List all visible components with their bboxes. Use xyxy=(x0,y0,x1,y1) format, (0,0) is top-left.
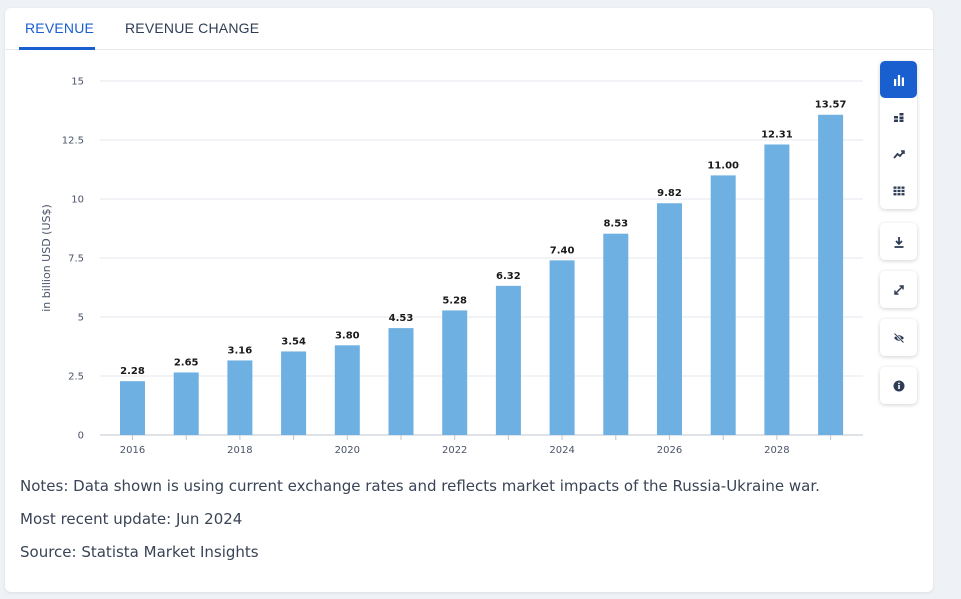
active-tab-indicator xyxy=(19,47,95,50)
bar-2018[interactable] xyxy=(227,360,253,435)
bar-2028[interactable] xyxy=(764,144,790,435)
value-label: 4.53 xyxy=(389,313,414,324)
source-text: Source: Statista Market Insights xyxy=(20,543,259,561)
value-labels: 2.28 2.65 3.16 3.54 3.80 4.53 5.28 6.32 7.40 8.53… xyxy=(120,100,846,377)
bar-chart-button[interactable] xyxy=(880,61,917,98)
x-tick-label: 2024 xyxy=(549,445,574,456)
line-chart-button[interactable] xyxy=(880,135,917,172)
y-tick-label: 10 xyxy=(71,195,84,206)
tab-bar: REVENUE REVENUE CHANGE xyxy=(5,8,933,50)
value-label: 7.40 xyxy=(550,245,575,256)
tab-revenue-change[interactable]: REVENUE CHANGE xyxy=(125,20,260,36)
chart-type-toolbar xyxy=(880,61,917,209)
value-label: 12.31 xyxy=(761,129,793,140)
x-tick-label: 2022 xyxy=(442,445,467,456)
bar-2019[interactable] xyxy=(281,351,307,435)
bar-2023[interactable] xyxy=(495,285,521,435)
stacked-chart-icon xyxy=(893,112,903,122)
hide-icon xyxy=(893,332,904,343)
value-label: 2.28 xyxy=(120,366,145,377)
bar-2029[interactable] xyxy=(818,114,844,436)
y-axis-label: in billion USD (US$) xyxy=(40,204,53,312)
x-tick-label: 2028 xyxy=(764,445,789,456)
update-text: Most recent update: Jun 2024 xyxy=(20,510,243,528)
table-grid-icon xyxy=(893,186,904,195)
x-tick-label: 2018 xyxy=(227,445,252,456)
x-tick-label: 2026 xyxy=(657,445,682,456)
bar-2016[interactable] xyxy=(120,381,145,435)
y-tick-label: 0 xyxy=(78,431,84,442)
value-label: 9.82 xyxy=(657,188,682,199)
value-label: 11.00 xyxy=(707,160,739,171)
chart-notes: Notes: Data shown is using current excha… xyxy=(20,478,820,577)
bar-2022[interactable] xyxy=(442,310,468,435)
x-axis-ticks: 2016 2018 2020 2022 2024 2026 2028 xyxy=(120,435,832,456)
y-tick-label: 7.5 xyxy=(68,254,84,265)
stacked-chart-button[interactable] xyxy=(880,98,917,135)
bar-2027[interactable] xyxy=(710,175,736,435)
download-button[interactable] xyxy=(880,223,917,260)
value-label: 8.53 xyxy=(603,219,628,230)
y-tick-label: 12.5 xyxy=(62,136,84,147)
hide-button[interactable] xyxy=(880,319,917,356)
value-label: 3.80 xyxy=(335,330,360,341)
download-toolbar xyxy=(880,223,917,260)
info-icon xyxy=(893,380,904,391)
y-tick-label: 15 xyxy=(71,77,84,88)
info-button[interactable] xyxy=(880,367,917,404)
value-label: 13.57 xyxy=(815,100,847,111)
bar-2017[interactable] xyxy=(173,372,199,435)
value-label: 3.54 xyxy=(281,336,306,347)
visibility-toolbar xyxy=(880,319,917,356)
y-tick-label: 2.5 xyxy=(68,372,84,383)
fullscreen-button[interactable] xyxy=(880,271,917,308)
bar-2021[interactable] xyxy=(388,328,414,435)
line-chart-icon xyxy=(892,149,905,159)
tab-revenue[interactable]: REVENUE xyxy=(25,20,95,36)
info-toolbar xyxy=(880,367,917,404)
bar-2026[interactable] xyxy=(657,203,682,435)
value-label: 6.32 xyxy=(496,271,521,282)
value-label: 3.16 xyxy=(228,345,253,356)
download-icon xyxy=(894,236,903,248)
bar-chart-icon xyxy=(893,74,904,86)
grid-lines xyxy=(100,80,863,436)
value-label: 2.65 xyxy=(174,357,199,368)
bar-2025[interactable] xyxy=(603,233,629,435)
bar-2020[interactable] xyxy=(334,345,360,435)
bar-2024[interactable] xyxy=(549,260,575,435)
expand-toolbar xyxy=(880,271,917,308)
x-tick-label: 2016 xyxy=(120,445,145,456)
expand-icon xyxy=(893,284,904,295)
bars xyxy=(120,114,844,436)
table-button[interactable] xyxy=(880,172,917,209)
notes-text: Notes: Data shown is using current excha… xyxy=(20,477,820,495)
x-tick-label: 2020 xyxy=(335,445,360,456)
y-tick-label: 5 xyxy=(78,313,84,324)
value-label: 5.28 xyxy=(442,295,467,306)
y-axis-ticks: 0 2.5 5 7.5 10 12.5 15 xyxy=(62,77,84,442)
